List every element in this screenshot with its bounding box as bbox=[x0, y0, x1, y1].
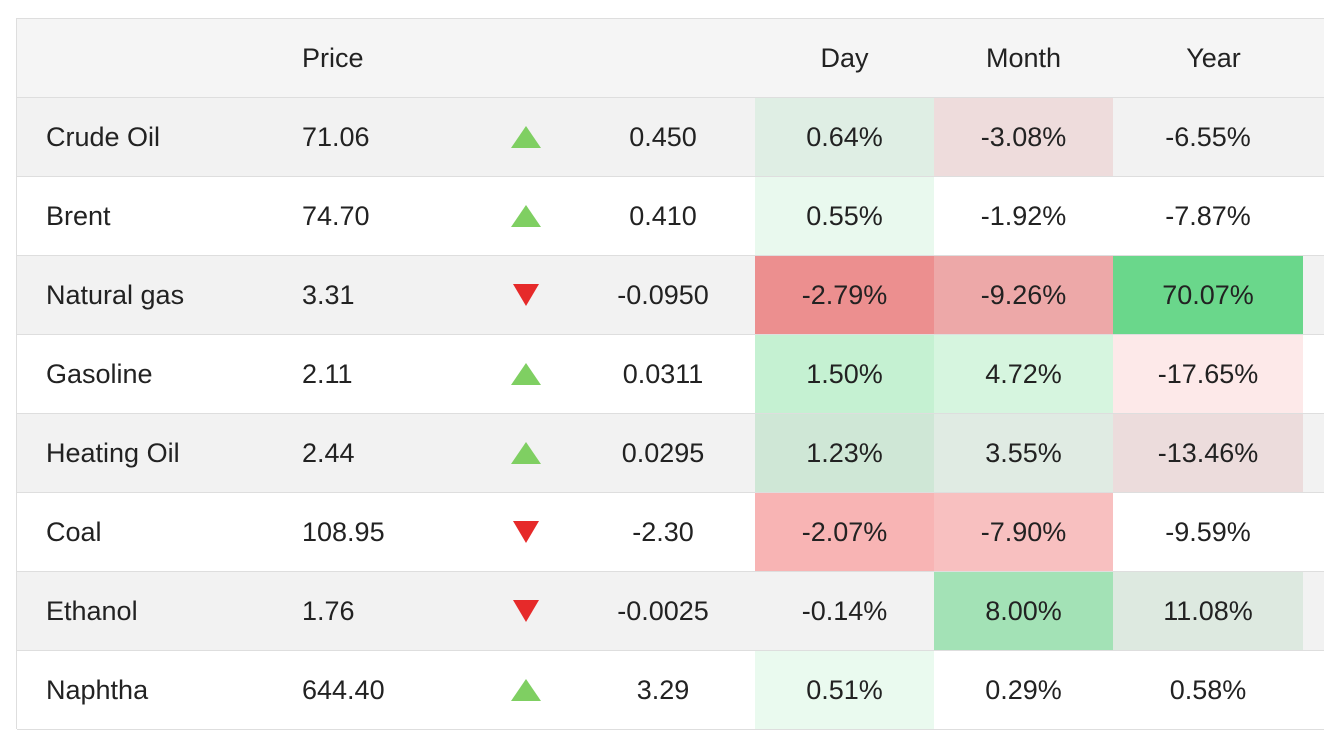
price-value: 2.11 bbox=[302, 358, 353, 389]
triangle-down-icon bbox=[513, 284, 539, 306]
commodities-table: Price Day Month Year Crude Oil 71.06 0.450… bbox=[16, 18, 1324, 730]
day-percent: 0.55% bbox=[755, 177, 934, 255]
commodity-name-link[interactable]: Natural gas bbox=[46, 279, 185, 310]
direction-cell bbox=[481, 256, 571, 334]
month-percent: -3.08% bbox=[934, 98, 1113, 176]
price-value: 108.95 bbox=[302, 516, 385, 547]
day-percent: 1.23% bbox=[755, 414, 934, 492]
month-percent: -7.90% bbox=[934, 493, 1113, 571]
month-percent: -9.26% bbox=[934, 256, 1113, 334]
commodity-name-link[interactable]: Crude Oil bbox=[46, 121, 161, 152]
year-percent-value: 11.08% bbox=[1113, 572, 1303, 650]
direction-cell bbox=[481, 414, 571, 492]
day-percent: 0.51% bbox=[755, 651, 934, 729]
year-percent: -9.59% bbox=[1113, 493, 1314, 571]
header-day[interactable]: Day bbox=[820, 42, 869, 73]
year-percent: -7.87% bbox=[1113, 177, 1314, 255]
direction-cell bbox=[481, 98, 571, 176]
table-row[interactable]: Heating Oil 2.44 0.0295 1.23% 3.55% -13.46% bbox=[17, 414, 1324, 493]
table-row[interactable]: Natural gas 3.31 -0.0950 -2.79% -9.26% 70.07% bbox=[17, 256, 1324, 335]
header-name bbox=[17, 19, 272, 97]
table-row[interactable]: Brent 74.70 0.410 0.55% -1.92% -7.87% bbox=[17, 177, 1324, 256]
day-percent: -2.07% bbox=[755, 493, 934, 571]
month-percent: 8.00% bbox=[934, 572, 1113, 650]
triangle-up-icon bbox=[511, 126, 541, 148]
commodity-name-link[interactable]: Coal bbox=[46, 516, 102, 547]
year-percent: -17.65% bbox=[1113, 335, 1314, 413]
year-percent-value: -13.46% bbox=[1113, 414, 1303, 492]
triangle-up-icon bbox=[511, 679, 541, 701]
table-row[interactable]: Ethanol 1.76 -0.0025 -0.14% 8.00% 11.08% bbox=[17, 572, 1324, 651]
commodity-name-link[interactable]: Heating Oil bbox=[46, 437, 180, 468]
month-percent: 0.29% bbox=[985, 674, 1062, 705]
table-row[interactable]: Crude Oil 71.06 0.450 0.64% -3.08% -6.55% bbox=[17, 98, 1324, 177]
change-value: 3.29 bbox=[636, 674, 690, 705]
change-value: -0.0950 bbox=[617, 279, 709, 310]
triangle-up-icon bbox=[511, 363, 541, 385]
triangle-up-icon bbox=[511, 442, 541, 464]
price-value: 1.76 bbox=[302, 595, 355, 626]
header-change bbox=[571, 19, 755, 97]
price-value: 2.44 bbox=[302, 437, 355, 468]
change-value: -2.30 bbox=[632, 516, 694, 547]
year-percent-value: -7.87% bbox=[1165, 200, 1251, 231]
day-percent: -0.14% bbox=[801, 595, 888, 626]
direction-cell bbox=[481, 335, 571, 413]
table-row[interactable]: Gasoline 2.11 0.0311 1.50% 4.72% -17.65% bbox=[17, 335, 1324, 414]
year-percent-value: -9.59% bbox=[1165, 516, 1251, 547]
year-percent-value: -17.65% bbox=[1113, 335, 1303, 413]
header-price[interactable]: Price bbox=[302, 42, 364, 73]
price-value: 644.40 bbox=[302, 674, 385, 705]
year-percent-value: 70.07% bbox=[1113, 256, 1303, 334]
change-value: 0.0311 bbox=[622, 358, 704, 389]
commodity-name-link[interactable]: Brent bbox=[46, 200, 111, 231]
change-value: 0.0295 bbox=[621, 437, 705, 468]
direction-cell bbox=[481, 493, 571, 571]
day-percent: -2.79% bbox=[755, 256, 934, 334]
price-value: 71.06 bbox=[302, 121, 370, 152]
header-arrow bbox=[481, 19, 571, 97]
change-value: -0.0025 bbox=[617, 595, 709, 626]
table-row[interactable]: Naphtha 644.40 3.29 0.51% 0.29% 0.58% bbox=[17, 651, 1324, 730]
month-percent: 4.72% bbox=[934, 335, 1113, 413]
triangle-down-icon bbox=[513, 521, 539, 543]
year-percent-value: -6.55% bbox=[1165, 121, 1251, 152]
year-percent: -6.55% bbox=[1113, 98, 1314, 176]
direction-cell bbox=[481, 177, 571, 255]
commodity-name-link[interactable]: Ethanol bbox=[46, 595, 138, 626]
change-value: 0.450 bbox=[629, 121, 697, 152]
price-value: 3.31 bbox=[302, 279, 355, 310]
year-percent: 11.08% bbox=[1113, 572, 1314, 650]
day-percent: 1.50% bbox=[755, 335, 934, 413]
year-percent: 0.58% bbox=[1113, 651, 1314, 729]
change-value: 0.410 bbox=[629, 200, 697, 231]
commodity-name-link[interactable]: Gasoline bbox=[46, 358, 153, 389]
commodity-name-link[interactable]: Naphtha bbox=[46, 674, 149, 705]
direction-cell bbox=[481, 651, 571, 729]
year-percent-value: 0.58% bbox=[1169, 674, 1247, 705]
day-percent: 0.64% bbox=[755, 98, 934, 176]
table-header-row: Price Day Month Year bbox=[17, 19, 1324, 98]
month-percent: 3.55% bbox=[934, 414, 1113, 492]
year-percent: 70.07% bbox=[1113, 256, 1314, 334]
direction-cell bbox=[481, 572, 571, 650]
table-body: Crude Oil 71.06 0.450 0.64% -3.08% -6.55% Bren… bbox=[17, 98, 1324, 730]
table-row[interactable]: Coal 108.95 -2.30 -2.07% -7.90% -9.59% bbox=[17, 493, 1324, 572]
triangle-up-icon bbox=[511, 205, 541, 227]
year-percent: -13.46% bbox=[1113, 414, 1314, 492]
header-month[interactable]: Month bbox=[985, 42, 1062, 73]
month-percent: -1.92% bbox=[980, 200, 1067, 231]
triangle-down-icon bbox=[513, 600, 539, 622]
price-value: 74.70 bbox=[302, 200, 370, 231]
header-year[interactable]: Year bbox=[1186, 42, 1241, 73]
